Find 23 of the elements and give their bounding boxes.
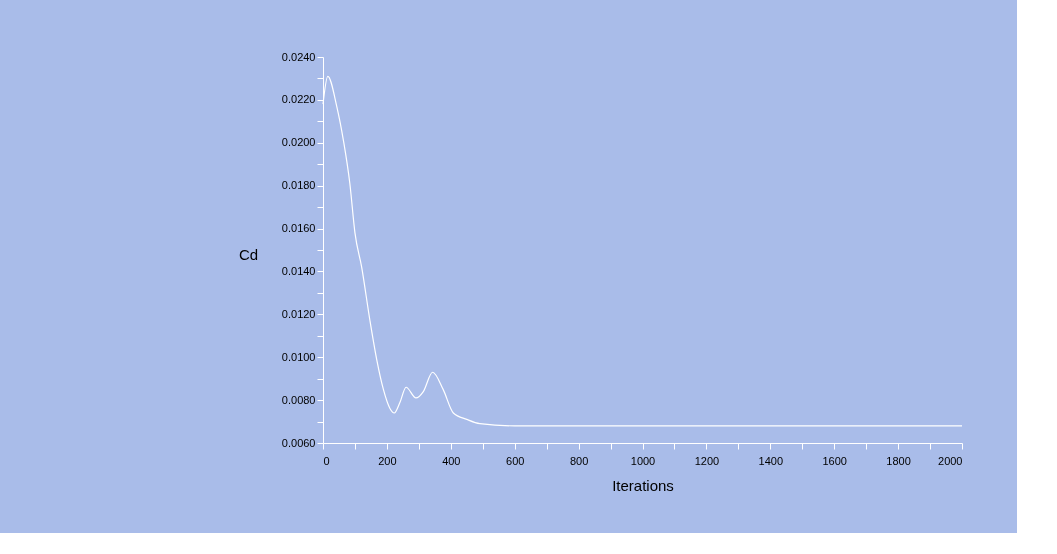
y-tick-label: 0.0220	[281, 93, 316, 106]
x-tick-label: 2000	[938, 454, 963, 467]
y-axis-title: Cd	[238, 245, 259, 263]
y-tick-label: 0.0140	[281, 264, 316, 277]
x-tick-label: 400	[442, 454, 461, 467]
x-tick-label: 1200	[694, 454, 720, 467]
x-tick-label: 0	[323, 454, 330, 467]
y-tick-label: 0.0200	[281, 136, 316, 149]
x-tick-label: 800	[569, 454, 589, 467]
y-tick-label: 0.0120	[281, 307, 316, 320]
x-tick-label: 600	[506, 454, 525, 467]
x-tick-label: 1600	[822, 454, 847, 467]
y-tick-label: 0.0100	[281, 350, 316, 363]
y-tick-label: 0.0060	[281, 436, 316, 449]
x-tick-label: 200	[378, 454, 397, 467]
y-tick-label: 0.0160	[281, 222, 316, 235]
y-tick-label: 0.0180	[281, 179, 316, 192]
x-axis-title: Iterations	[612, 476, 674, 494]
y-tick-label: 0.0240	[281, 50, 316, 63]
x-tick-label: 1800	[886, 454, 911, 467]
x-tick-label: 1000	[630, 454, 656, 467]
x-tick-label: 1400	[758, 454, 784, 467]
y-tick-label: 0.0080	[281, 393, 316, 406]
